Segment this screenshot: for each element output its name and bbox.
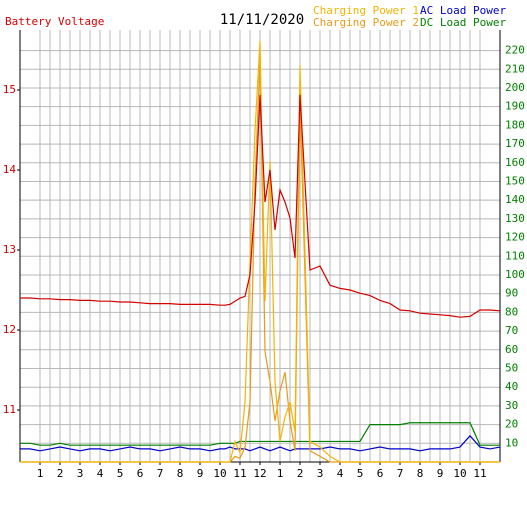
- x-tick-label: 2: [297, 467, 304, 480]
- x-tick-label: 1: [37, 467, 44, 480]
- series-line: [20, 422, 500, 446]
- x-tick-label: 12: [253, 467, 266, 480]
- x-tick-label: 3: [77, 467, 84, 480]
- y2-tick-label: 220: [505, 44, 525, 57]
- y2-tick-label: 100: [505, 268, 525, 281]
- y2-tick-label: 180: [505, 118, 525, 131]
- x-tick-label: 7: [157, 467, 164, 480]
- y-tick-label: 15: [3, 83, 16, 96]
- series-line: [20, 41, 500, 463]
- x-tick-label: 11: [233, 467, 246, 480]
- legend-entry: Battery Voltage: [5, 15, 104, 28]
- y2-tick-label: 90: [505, 287, 518, 300]
- series-line: [20, 434, 501, 452]
- x-tick-label: 5: [117, 467, 124, 480]
- x-tick-label: 3: [317, 467, 324, 480]
- y2-tick-label: 80: [505, 305, 518, 318]
- x-tick-label: 4: [97, 467, 104, 480]
- y-tick-label: 13: [3, 243, 16, 256]
- x-tick-label: 4: [337, 467, 344, 480]
- y2-tick-label: 30: [505, 399, 518, 412]
- chart-date: 11/11/2020: [220, 12, 304, 28]
- y2-tick-label: 70: [505, 324, 518, 337]
- y-tick-label: 12: [3, 323, 16, 336]
- y2-tick-label: 160: [505, 156, 525, 169]
- y2-tick-label: 50: [505, 361, 518, 374]
- legend-entry: DC Load Power: [420, 16, 506, 29]
- y-tick-label: 14: [3, 163, 17, 176]
- x-tick-label: 10: [213, 467, 226, 480]
- y2-tick-label: 190: [505, 100, 525, 113]
- y2-tick-label: 60: [505, 343, 518, 356]
- y2-tick-label: 140: [505, 193, 525, 206]
- y2-tick-label: 120: [505, 231, 525, 244]
- y-tick-label: 11: [3, 403, 16, 416]
- x-tick-label: 2: [57, 467, 64, 480]
- x-tick-label: 5: [357, 467, 364, 480]
- x-tick-label: 6: [377, 467, 384, 480]
- series-line: [20, 94, 501, 318]
- y2-tick-label: 130: [505, 212, 525, 225]
- legend-entry: Charging Power 1: [313, 4, 419, 17]
- y2-tick-label: 170: [505, 137, 525, 150]
- x-tick-label: 9: [437, 467, 444, 480]
- y2-tick-label: 10: [505, 436, 518, 449]
- x-tick-label: 6: [137, 467, 144, 480]
- y2-tick-label: 20: [505, 418, 518, 431]
- x-tick-label: 8: [417, 467, 424, 480]
- legend-entry: AC Load Power: [420, 4, 506, 17]
- x-tick-label: 11: [473, 467, 486, 480]
- x-tick-label: 7: [397, 467, 404, 480]
- y2-tick-label: 150: [505, 174, 525, 187]
- legend-entry: Charging Power 2: [313, 16, 419, 29]
- y2-tick-label: 40: [505, 380, 518, 393]
- x-tick-label: 1: [277, 467, 284, 480]
- y2-tick-label: 110: [505, 249, 525, 262]
- y2-tick-label: 200: [505, 81, 525, 94]
- x-tick-label: 8: [177, 467, 184, 480]
- x-tick-label: 9: [197, 467, 204, 480]
- y2-tick-label: 210: [505, 62, 525, 75]
- x-tick-label: 10: [453, 467, 466, 480]
